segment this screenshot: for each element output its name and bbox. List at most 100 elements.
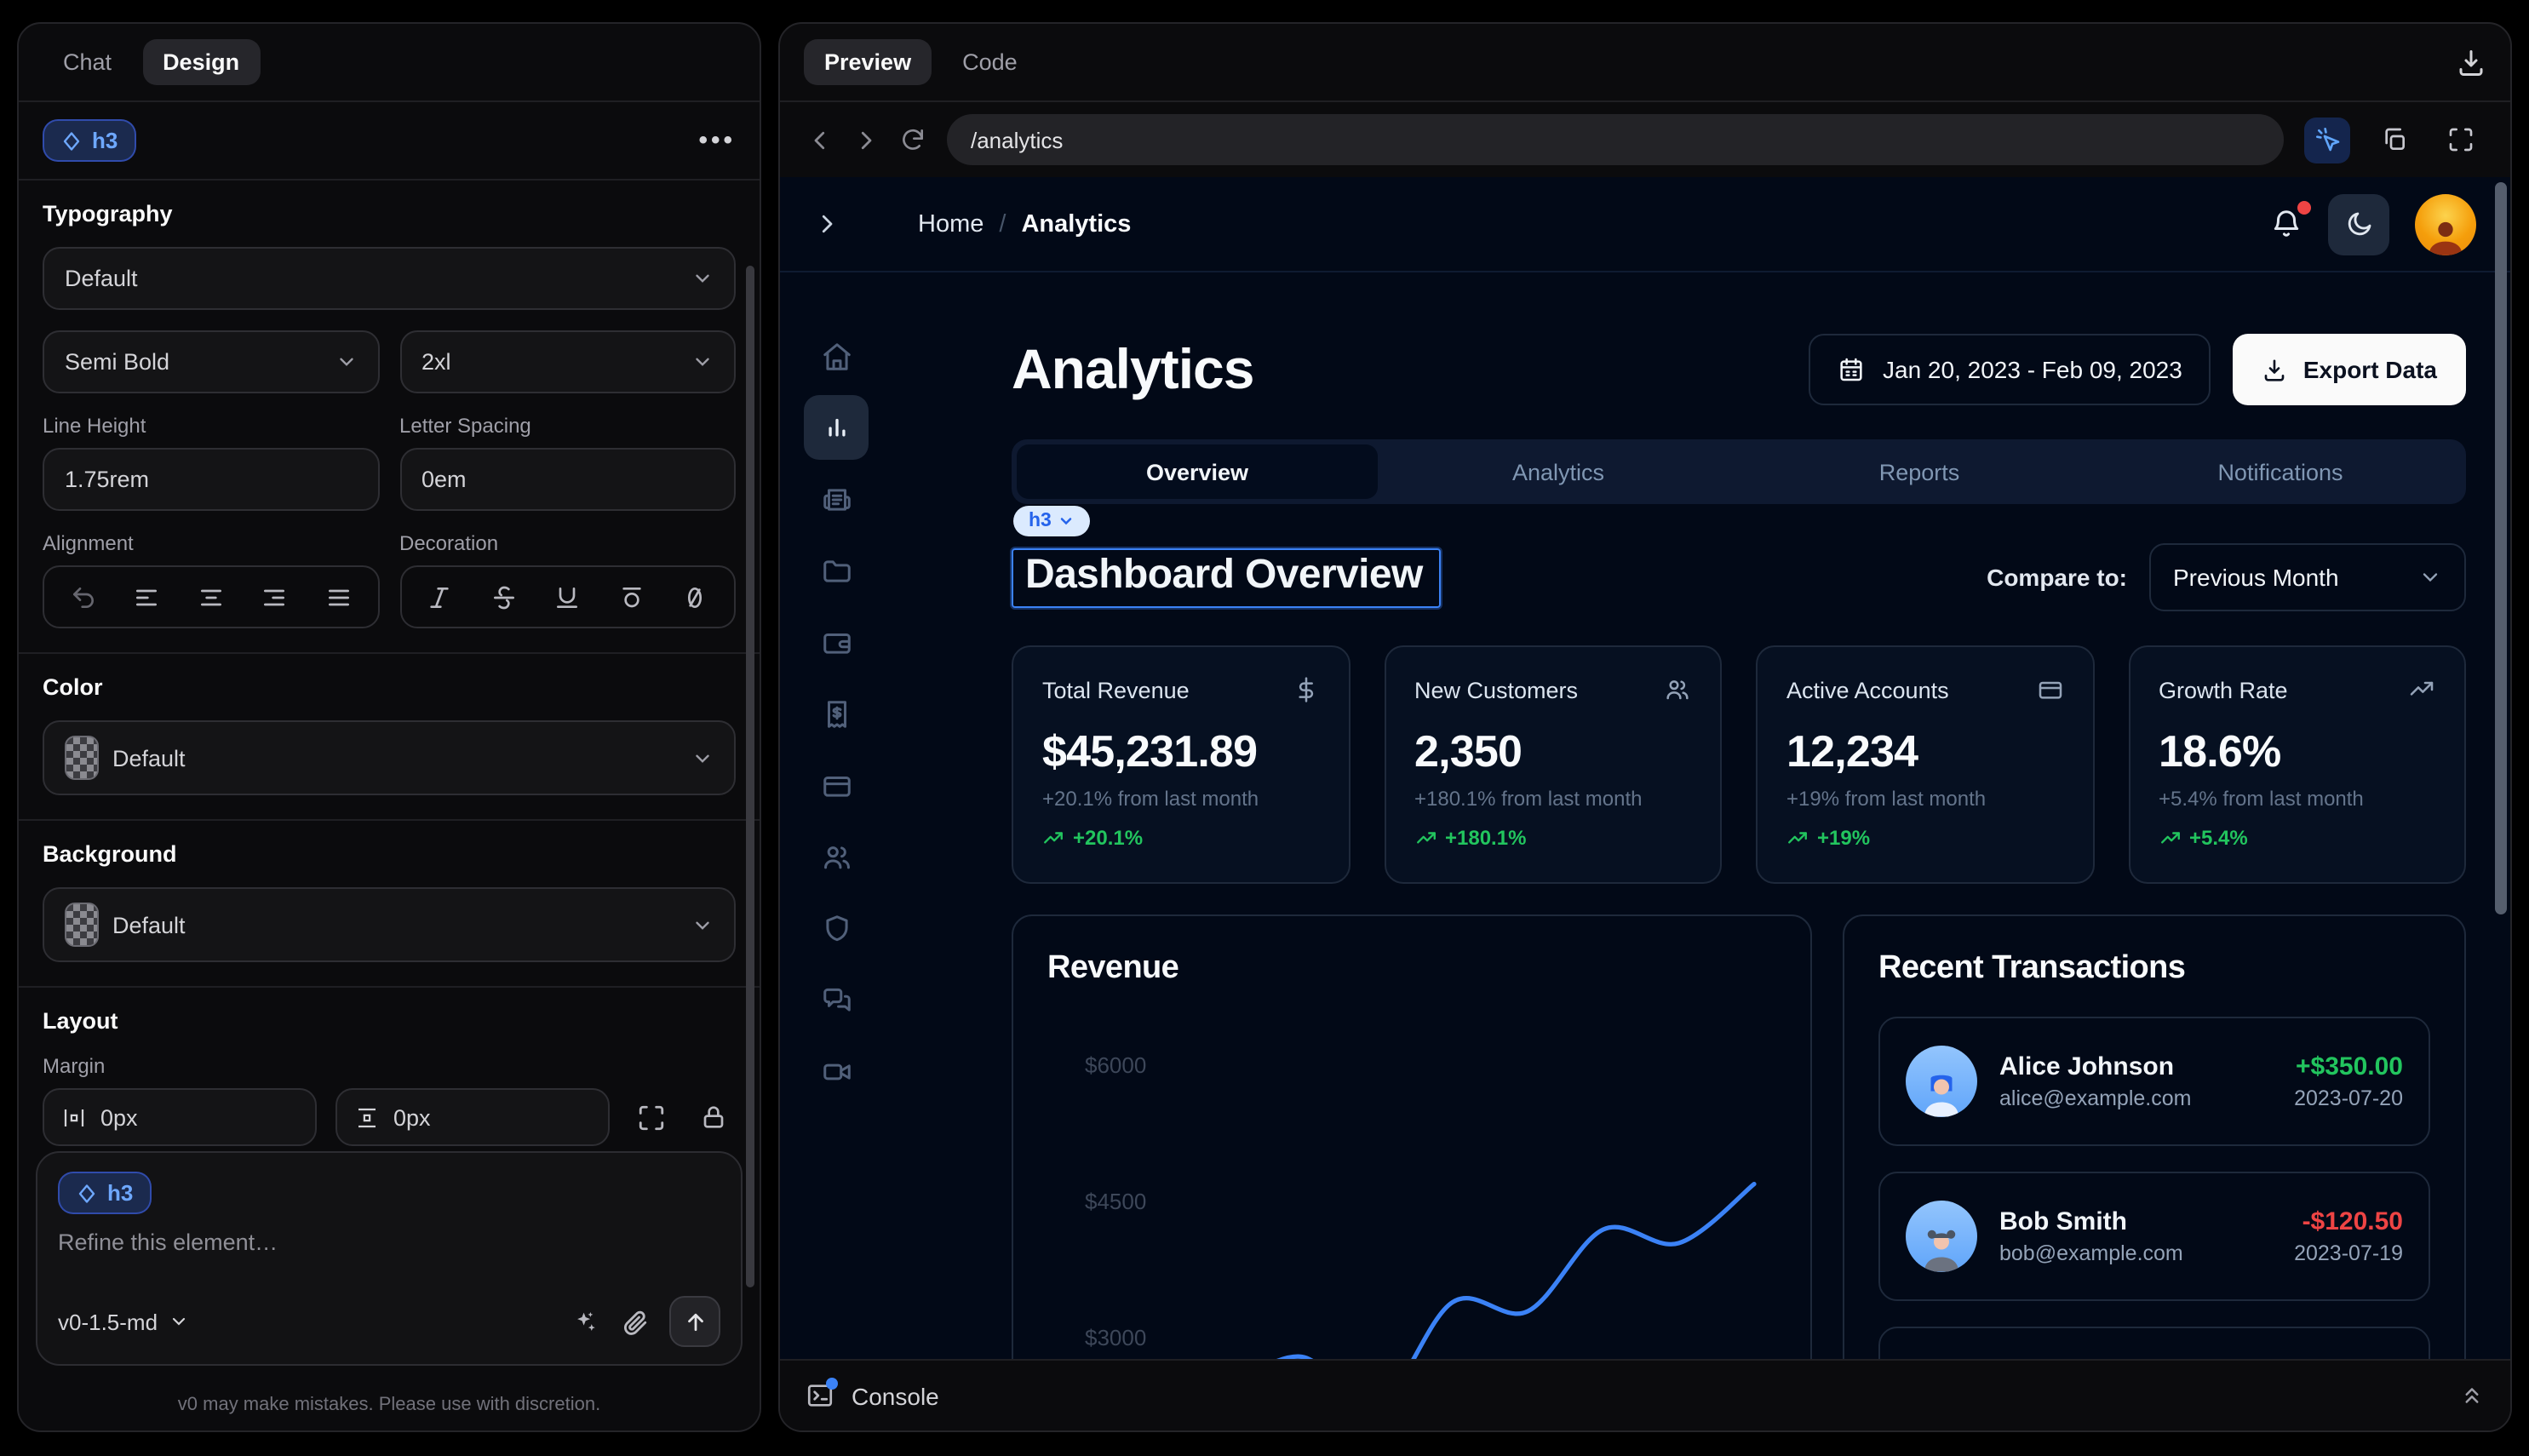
url-input[interactable] — [971, 127, 2260, 152]
margin-y-input[interactable]: 0px — [335, 1088, 610, 1146]
download-icon[interactable] — [2456, 47, 2486, 77]
font-family-select[interactable]: Default — [43, 247, 736, 310]
url-bar[interactable] — [947, 114, 2284, 165]
breadcrumb-separator: / — [999, 210, 1006, 238]
undo-icon[interactable] — [70, 583, 97, 610]
expand-margin-icon[interactable] — [628, 1103, 673, 1132]
console-bar[interactable]: Console — [780, 1359, 2510, 1430]
chart-title: Revenue — [1047, 950, 1179, 986]
design-panel-scrollbar[interactable] — [746, 266, 754, 1287]
refine-chat-box: h3 v0-1.5-md — [36, 1151, 743, 1366]
overline-icon[interactable] — [618, 583, 645, 610]
align-right-icon[interactable] — [261, 583, 289, 610]
transaction-date: 2023-07-19 — [2294, 1241, 2403, 1265]
page-title: Analytics — [1012, 337, 1254, 400]
no-decoration-icon[interactable] — [682, 583, 709, 610]
submit-button[interactable] — [669, 1296, 720, 1347]
element-selection-outline[interactable]: Dashboard Overview — [1012, 547, 1442, 607]
tab-notifications[interactable]: Notifications — [2217, 459, 2343, 484]
transaction-row[interactable]: Alice Johnson alice@example.com +$350.00… — [1878, 1017, 2430, 1146]
sidebar-expand-icon[interactable] — [814, 211, 840, 237]
date-range-button[interactable]: Jan 20, 2023 - Feb 09, 2023 — [1808, 334, 2211, 405]
breadcrumb-home[interactable]: Home — [918, 210, 984, 238]
layout-title: Layout — [43, 1008, 118, 1034]
lock-margin-icon[interactable] — [691, 1103, 736, 1131]
trend-up-icon — [1044, 831, 1063, 843]
sidebar-folder-icon[interactable] — [804, 538, 869, 603]
align-center-icon[interactable] — [198, 583, 225, 610]
model-select[interactable]: v0-1.5-md — [58, 1309, 188, 1334]
copy-icon[interactable] — [2371, 117, 2417, 163]
element-badge[interactable]: h3 — [58, 1172, 152, 1214]
bell-icon[interactable] — [2270, 201, 2311, 240]
background-select[interactable]: Default — [43, 887, 736, 962]
tab-analytics[interactable]: Analytics — [1511, 459, 1605, 484]
more-menu-icon[interactable]: ••• — [698, 126, 736, 155]
compare-select[interactable]: Previous Month — [2149, 543, 2466, 611]
tab-design[interactable]: Design — [142, 39, 261, 85]
tab-chat[interactable]: Chat — [63, 49, 112, 75]
sidebar-home-icon[interactable] — [804, 324, 869, 388]
transaction-row[interactable]: Bob Smith bob@example.com -$120.50 2023-… — [1878, 1172, 2430, 1301]
transaction-row[interactable] — [1878, 1327, 2430, 1359]
chevrons-up-icon[interactable] — [2459, 1383, 2485, 1408]
disclaimer-text: v0 may make mistakes. Please use with di… — [177, 1395, 601, 1415]
margin-y-icon — [358, 1107, 376, 1127]
trending-up-icon — [2408, 676, 2435, 703]
tab-overview[interactable]: Overview — [1017, 444, 1378, 499]
line-height-input[interactable]: 1.75rem — [43, 448, 379, 511]
diamond-icon — [78, 1184, 95, 1202]
strikethrough-icon[interactable] — [490, 583, 518, 610]
background-title: Background — [43, 841, 177, 867]
stat-card-growth-rate[interactable]: Growth Rate 18.6% +5.4% from last month … — [2128, 645, 2466, 884]
sidebar-video-icon[interactable] — [804, 1039, 869, 1103]
paperclip-icon[interactable] — [620, 1307, 649, 1336]
sidebar-analytics-icon[interactable] — [804, 395, 869, 460]
refine-input[interactable] — [58, 1230, 720, 1270]
sidebar-receipt-icon[interactable] — [804, 681, 869, 746]
viewport-scrollbar[interactable] — [2495, 182, 2507, 915]
underline-icon[interactable] — [554, 583, 582, 610]
recent-transactions-card: Recent Transactions Alice Johnson alice@… — [1843, 914, 2466, 1359]
forward-icon[interactable] — [853, 127, 879, 152]
letter-spacing-input[interactable]: 0em — [399, 448, 736, 511]
theme-toggle-button[interactable] — [2328, 193, 2389, 255]
user-avatar[interactable] — [2415, 193, 2476, 255]
sidebar-messages-icon[interactable] — [804, 967, 869, 1032]
revenue-chart-card: Revenue $6000 $4500 $3000 — [1012, 914, 1812, 1359]
sparkles-icon[interactable] — [571, 1307, 599, 1336]
stat-card-total-revenue[interactable]: Total Revenue $45,231.89 +20.1% from las… — [1012, 645, 1350, 884]
tab-code[interactable]: Code — [962, 49, 1018, 75]
stat-card-active-accounts[interactable]: Active Accounts 12,234 +19% from last mo… — [1756, 645, 2094, 884]
align-left-icon[interactable] — [134, 583, 161, 610]
fullscreen-icon[interactable] — [2437, 117, 2483, 163]
sidebar-credit-card-icon[interactable] — [804, 753, 869, 817]
tab-preview[interactable]: Preview — [804, 39, 932, 85]
app-viewport: Home / Analytics — [780, 177, 2510, 1359]
tab-reports[interactable]: Reports — [1878, 459, 1960, 484]
background-section: Background Default — [19, 821, 760, 988]
margin-x-input[interactable]: 0px — [43, 1088, 317, 1146]
align-justify-icon[interactable] — [325, 583, 353, 610]
transaction-date: 2023-07-20 — [2294, 1086, 2403, 1110]
preview-panel: Preview Code Home / Analytics — [778, 22, 2512, 1432]
refresh-icon[interactable] — [899, 126, 926, 153]
back-icon[interactable] — [807, 127, 833, 152]
design-panel: Chat Design h3 ••• Typography Default — [17, 22, 761, 1432]
sidebar-shield-icon[interactable] — [804, 896, 869, 960]
users-icon — [1664, 676, 1691, 703]
stat-card-new-customers[interactable]: New Customers 2,350 +180.1% from last mo… — [1384, 645, 1722, 884]
inspect-cursor-icon[interactable] — [2304, 117, 2350, 163]
font-weight-select[interactable]: Semi Bold — [43, 330, 379, 393]
sidebar-wallet-icon[interactable] — [804, 610, 869, 674]
export-data-button[interactable]: Export Data — [2233, 334, 2466, 405]
selected-element-chip[interactable]: h3 — [1013, 506, 1091, 536]
element-badge[interactable]: h3 — [43, 119, 137, 162]
color-select[interactable]: Default — [43, 720, 736, 795]
sidebar-invoice-icon[interactable] — [804, 467, 869, 531]
italic-icon[interactable] — [427, 583, 454, 610]
font-size-select[interactable]: 2xl — [399, 330, 736, 393]
trend-up-icon — [1788, 831, 1807, 843]
sidebar-users-icon[interactable] — [804, 824, 869, 889]
